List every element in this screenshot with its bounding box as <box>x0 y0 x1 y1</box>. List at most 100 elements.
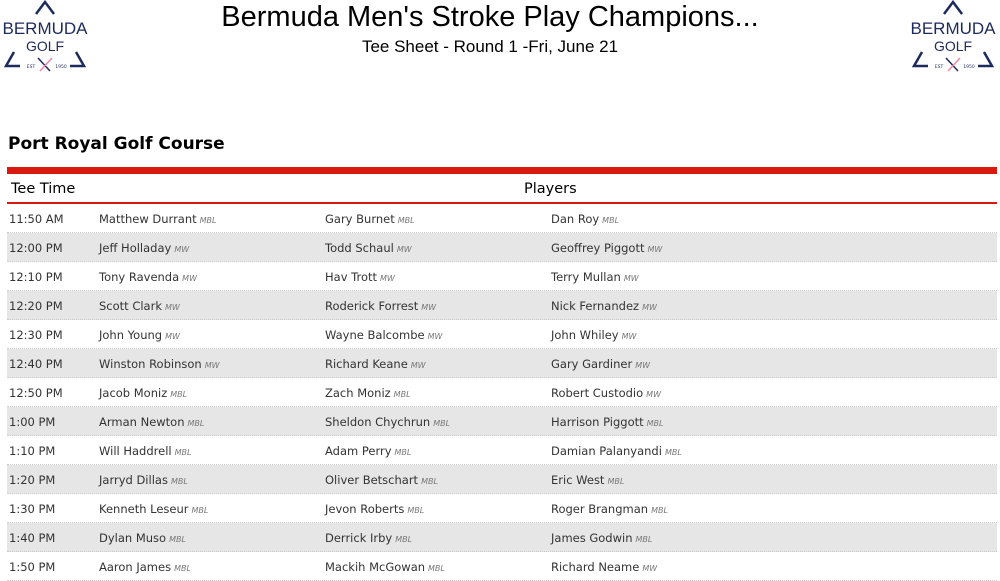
player-name: Richard Keane <box>325 357 408 371</box>
tee-time: 12:10 PM <box>9 270 63 284</box>
player-name: Dan Roy <box>551 212 600 226</box>
player-club: MBL <box>187 419 205 428</box>
player: Gary Burnet MBL <box>325 212 415 226</box>
player-name: Robert Custodio <box>551 386 644 400</box>
player: Will Haddrell MBL <box>99 444 191 458</box>
tee-time: 12:30 PM <box>9 328 63 342</box>
player: Sheldon Chychrun MBL <box>325 415 450 429</box>
player: Tony Ravenda MW <box>99 270 197 284</box>
player-name: Geoffrey Piggott <box>551 241 645 255</box>
player: Winston Robinson MW <box>99 357 220 371</box>
player-name: Matthew Durrant <box>99 212 197 226</box>
player-club: MW <box>421 303 437 312</box>
player-name: Jarryd Dillas <box>99 473 168 487</box>
player-name: Arman Newton <box>99 415 185 429</box>
player-name: Roger Brangman <box>551 502 649 516</box>
player: Arman Newton MBL <box>99 415 204 429</box>
player-club: MBL <box>191 506 209 515</box>
table-row: 11:50 AM Matthew Durrant MBL Gary Burnet MBL… <box>7 204 997 233</box>
player: Robert Custodio MW <box>551 386 661 400</box>
player: Jacob Moniz MBL <box>99 386 187 400</box>
player: Richard Keane MW <box>325 357 426 371</box>
player: Wayne Balcombe MW <box>325 328 442 342</box>
tee-time: 1:30 PM <box>9 502 56 516</box>
player-club: MBL <box>421 477 438 486</box>
player: Todd Schaul MW <box>325 241 412 255</box>
player: Dylan Muso MBL <box>99 531 186 545</box>
header-players: Players <box>524 181 577 197</box>
header-tee-time: Tee Time <box>11 181 76 197</box>
svg-text:EST: EST <box>27 64 36 70</box>
player: Roderick Forrest MW <box>325 299 436 313</box>
player: John Whiley MW <box>551 328 636 342</box>
player-club: MBL <box>646 419 664 428</box>
player-name: Dylan Muso <box>99 531 167 545</box>
table-row: 1:40 PM Dylan Muso MBL Derrick Irby MBL James… <box>7 523 997 552</box>
player-club: MW <box>647 245 663 254</box>
table-header: Tee Time Players <box>7 178 997 204</box>
player: Richard Neame MW <box>551 560 657 574</box>
player-club: MBL <box>174 448 192 457</box>
table-row: 12:20 PM Scott Clark MW Roderick Forrest MW N… <box>7 291 997 320</box>
player-club: MBL <box>170 477 188 486</box>
player-club: MW <box>646 390 661 399</box>
player-name: James Godwin <box>551 531 633 545</box>
player-name: Scott Clark <box>99 299 162 313</box>
player-name: Oliver Betschart <box>325 473 419 487</box>
player: Jeff Holladay MW <box>99 241 189 255</box>
player-name: Sheldon Chychrun <box>325 415 431 429</box>
player-name: Roderick Forrest <box>325 299 419 313</box>
player: Aaron James MBL <box>99 560 191 574</box>
player-club: MBL <box>199 216 217 225</box>
player-club: MW <box>174 245 190 254</box>
player-name: Eric West <box>551 473 605 487</box>
table-row: 12:50 PM Jacob Moniz MBL Zach Moniz MBL Rober… <box>7 378 997 407</box>
tee-time: 12:00 PM <box>9 241 63 255</box>
player-club: MBL <box>635 535 653 544</box>
player-club: MBL <box>394 448 412 457</box>
player: Dan Roy MBL <box>551 212 619 226</box>
tee-time: 1:20 PM <box>9 473 56 487</box>
player-name: Winston Robinson <box>99 357 202 371</box>
player-club: MBL <box>651 506 668 515</box>
player-club: MBL <box>607 477 625 486</box>
player-club: MW <box>204 361 220 370</box>
player-name: Gary Gardiner <box>551 357 633 371</box>
player-name: Hav Trott <box>325 270 378 284</box>
player-name: Harrison Piggott <box>551 415 644 429</box>
player: Oliver Betschart MBL <box>325 473 438 487</box>
player-club: MBL <box>170 390 188 399</box>
player-name: Derrick Irby <box>325 531 393 545</box>
player-name: Adam Perry <box>325 444 392 458</box>
table-row: 1:30 PM Kenneth Leseur MBL Jevon Roberts MBL… <box>7 494 997 523</box>
player: Harrison Piggott MBL <box>551 415 664 429</box>
table-row: 1:10 PM Will Haddrell MBL Adam Perry MBL Dami… <box>7 436 997 465</box>
table-row: 12:10 PM Tony Ravenda MW Hav Trott MW Terry M… <box>7 262 997 291</box>
player-club: MBL <box>433 419 451 428</box>
player: Derrick Irby MBL <box>325 531 412 545</box>
table-row: 1:50 PM Aaron James MBL Mackih McGowan MBL Ri… <box>7 552 997 581</box>
player: Scott Clark MW <box>99 299 180 313</box>
svg-text:1950: 1950 <box>963 64 975 70</box>
player-club: MBL <box>428 564 445 573</box>
divider-bar <box>7 167 997 174</box>
player-name: Zach Moniz <box>325 386 391 400</box>
player-club: MBL <box>664 448 682 457</box>
player-name: Tony Ravenda <box>99 270 180 284</box>
tee-sheet-table: 11:50 AM Matthew Durrant MBL Gary Burnet MBL… <box>7 204 997 581</box>
svg-text:BERMUDA: BERMUDA <box>2 19 88 38</box>
player: Zach Moniz MBL <box>325 386 411 400</box>
player-name: John Whiley <box>551 328 619 342</box>
table-row: 12:40 PM Winston Robinson MW Richard Keane M… <box>7 349 997 378</box>
tee-time: 12:20 PM <box>9 299 63 313</box>
player-name: Richard Neame <box>551 560 640 574</box>
table-row: 12:00 PM Jeff Holladay MW Todd Schaul MW Geof… <box>7 233 997 262</box>
tee-time: 1:00 PM <box>9 415 56 429</box>
player: Nick Fernandez MW <box>551 299 657 313</box>
player-club: MW <box>642 564 658 573</box>
player-name: Jevon Roberts <box>325 502 405 516</box>
player-club: MBL <box>169 535 186 544</box>
player: Matthew Durrant MBL <box>99 212 217 226</box>
player-name: Gary Burnet <box>325 212 395 226</box>
player-club: MBL <box>602 216 620 225</box>
